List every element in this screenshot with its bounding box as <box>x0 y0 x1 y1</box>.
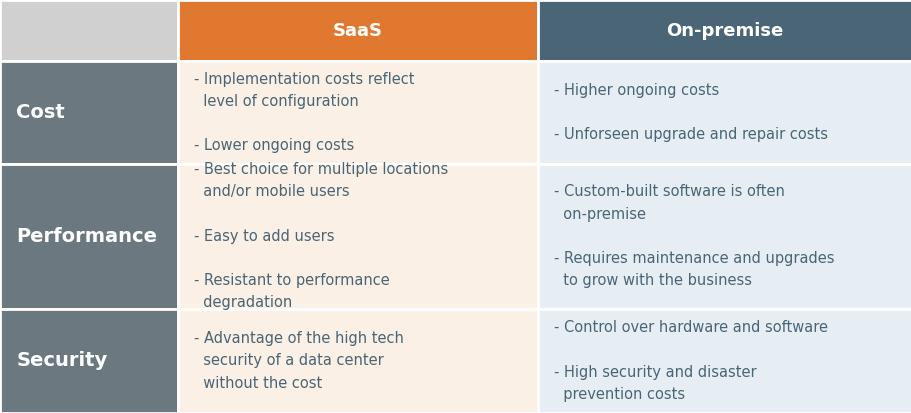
Bar <box>0 0 178 61</box>
Bar <box>537 61 911 164</box>
Text: - Advantage of the high tech
  security of a data center
  without the cost: - Advantage of the high tech security of… <box>194 331 404 391</box>
Text: On-premise: On-premise <box>666 21 783 40</box>
Text: Performance: Performance <box>16 227 158 246</box>
Text: - Custom-built software is often
  on-premise

- Requires maintenance and upgrad: - Custom-built software is often on-prem… <box>554 184 834 288</box>
Bar <box>537 309 911 413</box>
Bar <box>178 0 537 61</box>
Text: - Implementation costs reflect
  level of configuration

- Lower ongoing costs: - Implementation costs reflect level of … <box>194 71 415 153</box>
Bar <box>0 164 178 309</box>
Text: - Higher ongoing costs

- Unforseen upgrade and repair costs: - Higher ongoing costs - Unforseen upgra… <box>554 83 827 142</box>
Bar <box>178 61 537 164</box>
Text: Cost: Cost <box>16 103 65 122</box>
Text: Security: Security <box>16 351 107 370</box>
Bar <box>0 61 178 164</box>
Bar <box>0 309 178 413</box>
Bar <box>537 0 911 61</box>
Text: - Best choice for multiple locations
  and/or mobile users

- Easy to add users
: - Best choice for multiple locations and… <box>194 162 448 310</box>
Bar <box>178 164 537 309</box>
Bar <box>537 164 911 309</box>
Bar <box>178 309 537 413</box>
Text: - Control over hardware and software

- High security and disaster
  prevention : - Control over hardware and software - H… <box>554 320 827 402</box>
Text: SaaS: SaaS <box>333 21 383 40</box>
